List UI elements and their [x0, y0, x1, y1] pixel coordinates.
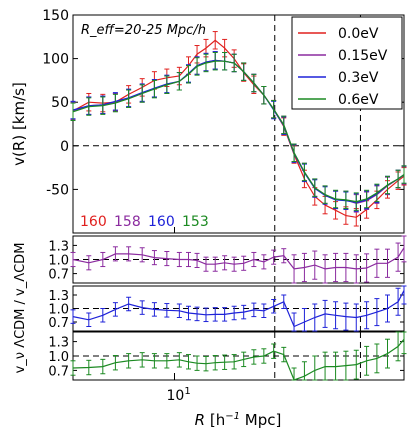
main-frame — [72, 14, 405, 234]
legend-label-2: 0.3eV — [338, 70, 379, 86]
ratio-series-2-line — [72, 338, 405, 381]
series-0-line — [72, 39, 405, 218]
ratio-panel-0: 0.71.01.3 — [48, 235, 407, 284]
ytick-label: -50 — [46, 182, 69, 198]
ratio-ytick-label: 1.3 — [48, 239, 69, 254]
ratio-ytick-label: 0.7 — [48, 268, 69, 283]
ratio-series-0-line — [72, 247, 405, 270]
ratio-ytick-label: 1.3 — [48, 289, 69, 304]
ratio-ytick-label: 1.0 — [48, 254, 69, 269]
ratio-panels: 0.71.01.30.71.01.30.71.01.3 — [48, 235, 407, 381]
ytick-label: 50 — [51, 95, 69, 111]
effective-radius-label: R_eff=20-25 Mpc/h — [81, 23, 206, 38]
ratio-ytick-label: 1.0 — [48, 350, 69, 365]
ratio-ytick-label: 0.7 — [48, 364, 69, 379]
ratio-series-1-line — [72, 290, 405, 328]
x-axis-label: R [h−1 Mpc] — [195, 411, 282, 429]
ratio-panel-2: 0.71.01.3 — [48, 331, 407, 381]
ytick-label: 150 — [42, 8, 69, 24]
ytick-label: 0 — [60, 139, 69, 155]
series-3-line — [72, 60, 405, 203]
count-label-3: 153 — [182, 214, 209, 230]
ytick-label: 100 — [42, 52, 69, 68]
count-label-1: 158 — [114, 214, 141, 230]
count-label-2: 160 — [148, 214, 175, 230]
legend-label-1: 0.15eV — [338, 48, 388, 64]
ratio-panel-1: 0.71.01.3 — [48, 285, 407, 332]
xtick-label: 101 — [167, 386, 191, 404]
main-panel: -50 0 50 100 150 R_eff=20-25 Mpc/h 0.0eV 0.15eV… — [42, 8, 407, 234]
ratio-ytick-label: 1.0 — [48, 303, 69, 318]
y-axis-label: v(R) [km/s] — [10, 82, 28, 166]
legend-label-3: 0.6eV — [338, 92, 379, 108]
ratio-y-axis-label: v_ν ΛCDM / v_ΛCDM — [13, 243, 28, 374]
legend-label-0: 0.0eV — [338, 26, 379, 42]
ratio-ytick-label: 1.3 — [48, 336, 69, 351]
count-label-0: 160 — [80, 214, 107, 230]
ratio-ytick-label: 0.7 — [48, 316, 69, 331]
